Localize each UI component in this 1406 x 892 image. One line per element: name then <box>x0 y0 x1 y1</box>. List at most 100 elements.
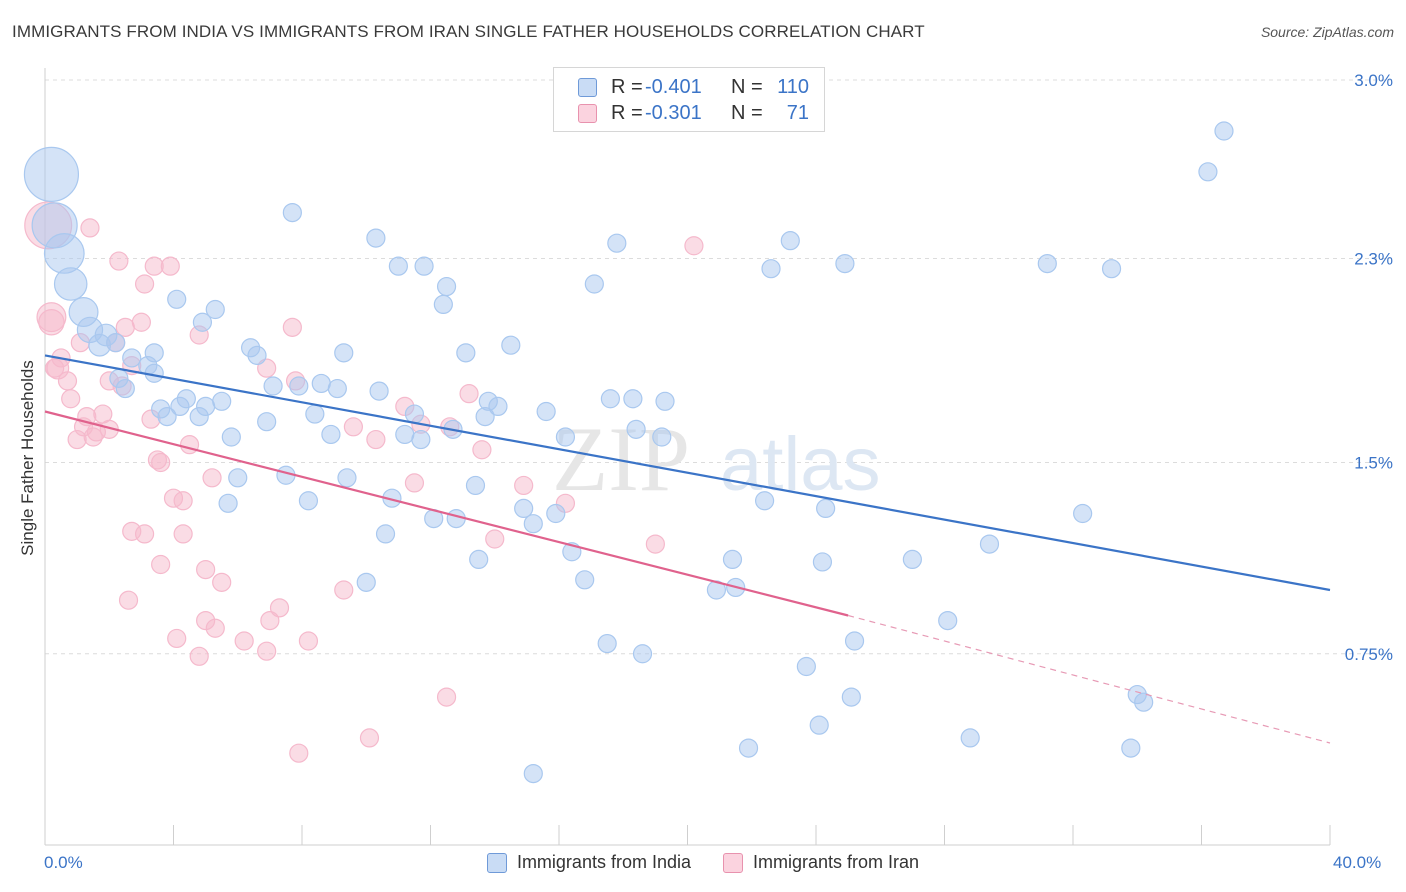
legend-row-iran: R = -0.301 N = 71 <box>578 101 809 125</box>
india-point <box>501 335 521 355</box>
iran-point <box>289 743 309 763</box>
y-axis-label: Single Father Households <box>18 360 37 556</box>
iran-point <box>61 389 81 409</box>
india-point <box>176 389 196 409</box>
india-point <box>652 427 672 447</box>
iran-point <box>202 468 222 488</box>
iran-point <box>131 312 151 332</box>
india-point <box>375 524 396 544</box>
india-point <box>597 633 617 654</box>
india-point <box>321 424 341 445</box>
india-point <box>902 549 922 570</box>
india-point <box>205 299 225 320</box>
india-point <box>761 259 781 279</box>
iran-point <box>205 618 225 638</box>
india-point <box>327 378 347 399</box>
iran-point <box>167 628 187 649</box>
india-point <box>536 401 556 422</box>
iran-point <box>80 218 100 238</box>
india-point <box>218 493 238 513</box>
iran-point <box>38 309 65 336</box>
iran-point <box>196 559 216 580</box>
chart-title: IMMIGRANTS FROM INDIA VS IMMIGRANTS FROM… <box>12 22 925 41</box>
legend-item-india: Immigrants from India <box>486 852 691 873</box>
india-point <box>938 610 958 631</box>
legend-swatch-india <box>578 77 597 97</box>
series-legend: Immigrants from India Immigrants from Ir… <box>0 852 1406 873</box>
india-point <box>1134 692 1154 712</box>
india-point <box>337 468 357 488</box>
india-point <box>626 419 646 439</box>
iran-point <box>173 524 193 544</box>
stats-legend: R = -0.401 N = 110 R = -0.301 N = 71 <box>553 67 825 132</box>
india-point <box>388 256 408 276</box>
india-point <box>979 534 1000 554</box>
india-point <box>632 644 653 664</box>
india-point <box>257 412 277 432</box>
india-point <box>655 391 675 411</box>
india-point <box>844 631 865 651</box>
india-point <box>555 427 576 447</box>
india-point <box>411 429 431 450</box>
iran-point <box>459 384 479 404</box>
legend-swatch-iran <box>578 103 597 123</box>
india-trend-line <box>44 354 1331 592</box>
x-tick-label-max: 40.0% <box>1333 853 1382 872</box>
y-tick-label: 2.3% <box>1354 250 1393 269</box>
iran-point <box>257 641 277 661</box>
india-point <box>167 289 187 309</box>
gridlines <box>45 79 1392 655</box>
iran-point <box>282 317 302 337</box>
y-tick-label: 0.75% <box>1345 645 1393 664</box>
india-point <box>1214 121 1234 141</box>
r-value: -0.401 <box>645 75 702 98</box>
iran-trend-line <box>44 410 849 617</box>
iran-point <box>212 572 232 592</box>
iran-point <box>234 631 254 651</box>
india-point <box>754 491 775 511</box>
india-point <box>523 514 543 534</box>
trend-lines <box>44 354 1331 744</box>
india-point <box>289 376 309 396</box>
india-point <box>334 343 354 363</box>
iran-point <box>404 473 425 493</box>
iran-point <box>514 475 534 496</box>
india-point <box>738 738 759 758</box>
india-point <box>841 687 861 707</box>
india-point <box>607 233 627 253</box>
n-value: 71 <box>786 101 809 124</box>
iran-point <box>109 251 129 271</box>
india-point <box>366 228 386 248</box>
india-point <box>1198 162 1218 182</box>
india-point <box>1121 738 1141 758</box>
india-point <box>43 232 85 274</box>
india-point <box>575 570 595 590</box>
india-point <box>144 343 164 363</box>
india-point <box>600 389 621 409</box>
iran-point <box>366 429 386 450</box>
india-point <box>247 345 267 365</box>
n-value: 110 <box>777 75 809 98</box>
india-point <box>514 498 534 518</box>
india-point <box>835 254 855 274</box>
watermark: ZIP atlas <box>552 408 881 510</box>
india-point <box>469 549 489 570</box>
iran-point <box>151 452 171 473</box>
india-point <box>305 404 325 424</box>
legend-row-india: R = -0.401 N = 110 <box>578 75 809 99</box>
india-point <box>115 378 135 399</box>
iran-point <box>472 440 492 460</box>
iran-point <box>173 491 193 511</box>
india-point <box>157 407 177 427</box>
n-label: N = <box>731 101 763 124</box>
india-point <box>369 381 389 401</box>
india-point <box>465 475 486 496</box>
iran-point <box>343 417 363 437</box>
india-point <box>228 468 248 488</box>
india-point <box>196 396 216 416</box>
india-point <box>23 146 80 202</box>
iran-point <box>269 598 290 618</box>
y-tick-label: 1.5% <box>1354 454 1393 473</box>
iran-point <box>485 529 505 549</box>
